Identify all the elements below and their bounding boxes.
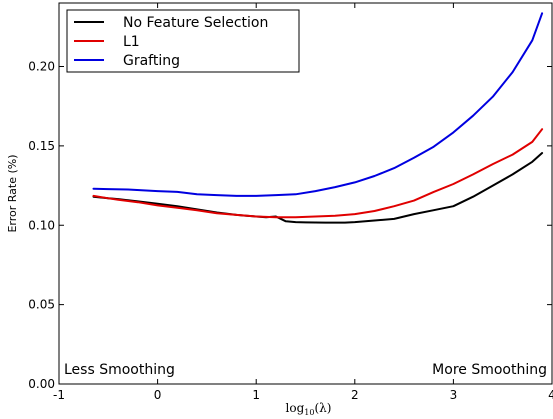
x-tick-label: 1 [252,388,260,402]
x-axis-label-base: log [286,401,305,415]
y-tick-label: 0.20 [28,60,55,74]
x-tick-label: 0 [154,388,162,402]
series-line-no-feature-selection [92,152,544,224]
x-axis-label-subscript: 10 [304,408,314,417]
x-tick-label: 4 [548,388,553,402]
x-axis-label: log10(λ) [286,401,332,417]
series-line-l1 [92,128,544,219]
y-tick-label: 0.15 [28,139,55,153]
legend-frame [66,9,300,73]
series-lines [92,12,544,224]
x-tick-label: -1 [53,388,65,402]
y-tick-label: 0.00 [28,377,55,391]
y-tick-label: 0.05 [28,298,55,312]
y-tick-label: 0.10 [28,218,55,232]
legend-label-grafting: Grafting [123,53,180,69]
y-axis-label: Error Rate (%) [6,154,19,232]
x-tick-label: 2 [351,388,359,402]
x-tick-label: 3 [450,388,458,402]
x-axis-label-argument: (λ) [314,401,331,415]
legend-label-l1: L1 [123,34,140,50]
axis-ticks: -1 0 1 2 3 4 0.00 0.05 0.10 0.15 0.20 [28,3,553,402]
annotation-more-smoothing: More Smoothing [432,362,547,378]
series-line-grafting [92,12,544,197]
annotation-less-smoothing: Less Smoothing [64,362,175,378]
legend-label-no-feature-selection: No Feature Selection [123,15,268,31]
legend: No Feature Selection L1 Grafting [66,9,300,73]
